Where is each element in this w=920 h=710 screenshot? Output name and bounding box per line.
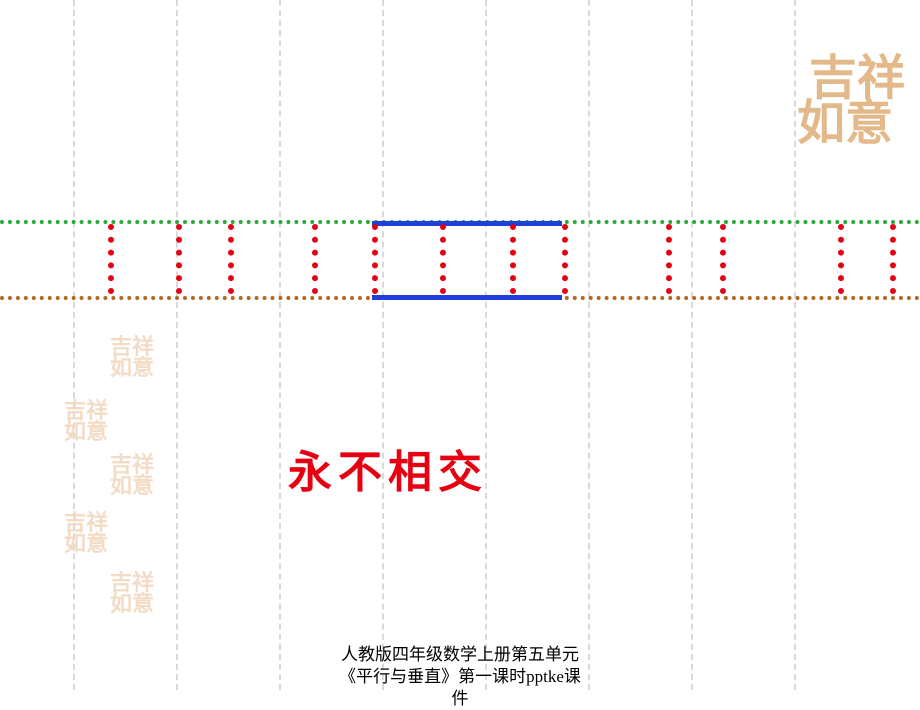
red-tick bbox=[890, 224, 896, 294]
seal-small: 吉祥 如意 bbox=[104, 452, 160, 508]
footer-line-3: 件 bbox=[0, 688, 920, 710]
red-tick bbox=[312, 224, 318, 294]
red-tick bbox=[720, 224, 726, 294]
red-tick bbox=[838, 224, 844, 294]
red-tick bbox=[510, 224, 516, 294]
red-tick bbox=[108, 224, 114, 294]
blue-segment bbox=[372, 295, 562, 300]
seal-small: 吉祥 如意 bbox=[104, 570, 160, 626]
seal-small: 吉祥 如意 bbox=[58, 398, 114, 454]
footer-line-1: 人教版四年级数学上册第五单元 bbox=[0, 644, 920, 666]
footer-caption: 人教版四年级数学上册第五单元 《平行与垂直》第一课时pptke课 件 bbox=[0, 644, 920, 710]
red-tick bbox=[372, 224, 378, 294]
headline-content: 永不相交 bbox=[288, 448, 488, 497]
red-tick bbox=[176, 224, 182, 294]
seal-small: 吉祥 如意 bbox=[58, 510, 114, 566]
blue-segment bbox=[372, 221, 562, 226]
red-tick bbox=[228, 224, 234, 294]
red-tick bbox=[562, 224, 568, 294]
red-tick bbox=[666, 224, 672, 294]
footer-line-2: 《平行与垂直》第一课时pptke课 bbox=[0, 666, 920, 688]
seal-small: 吉祥 如意 bbox=[104, 334, 160, 390]
parallel-lines-diagram bbox=[0, 0, 920, 320]
headline-text: 永不相交 bbox=[288, 436, 488, 500]
red-tick bbox=[440, 224, 446, 294]
